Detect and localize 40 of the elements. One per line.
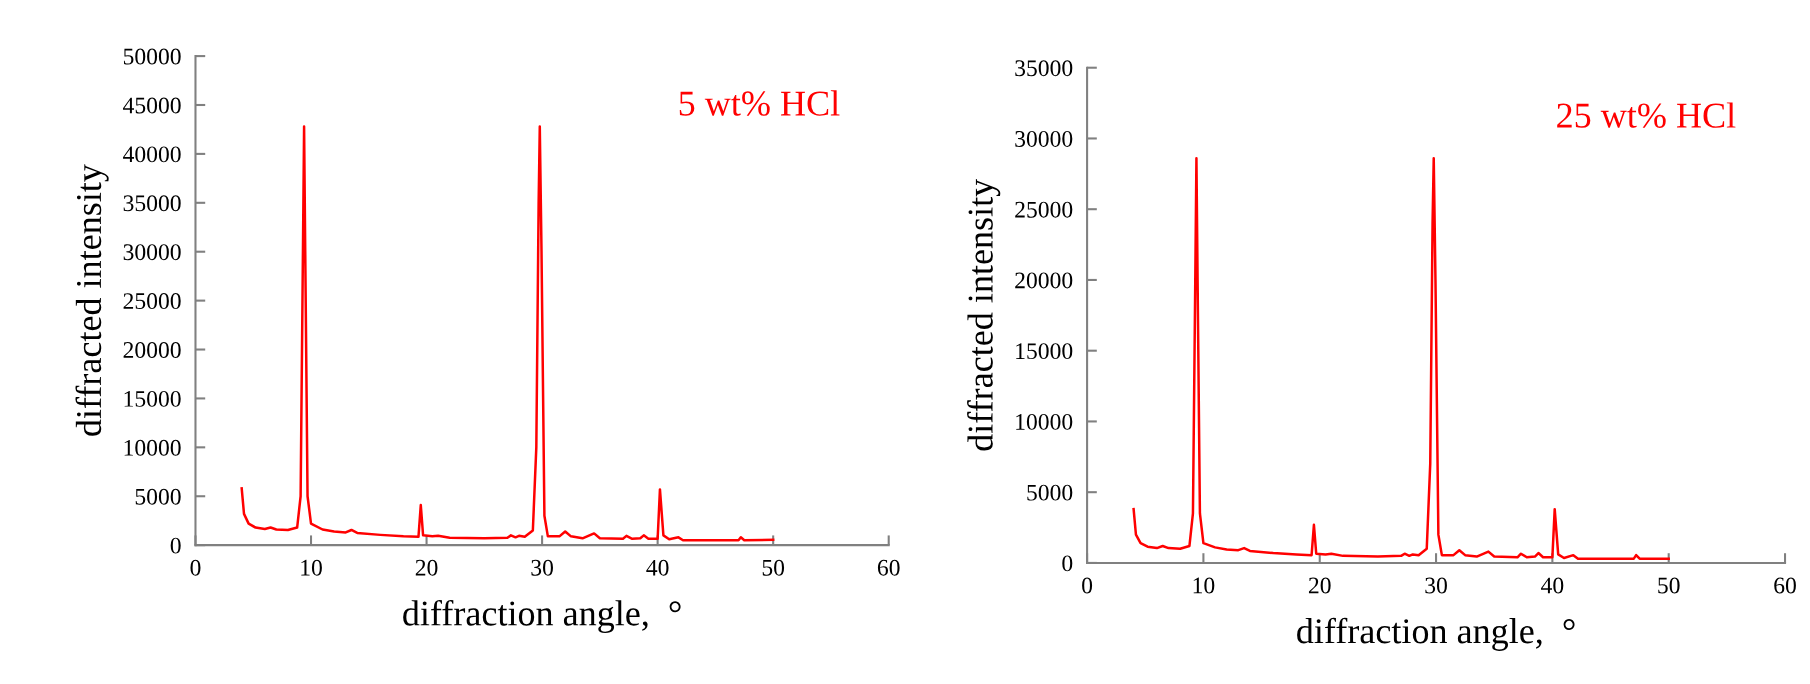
y-tick-label: 40000 bbox=[123, 146, 181, 163]
y-tick-label: 20000 bbox=[1015, 272, 1073, 289]
y-tick-label: 35000 bbox=[1015, 60, 1073, 77]
x-tick-label: 30 bbox=[531, 559, 553, 576]
x-tick-label: 50 bbox=[762, 559, 785, 576]
x-tick-label: 60 bbox=[877, 559, 900, 576]
annotation: 5 wt% HCl bbox=[679, 90, 840, 116]
y-axis-title: diffracted intensity bbox=[75, 164, 109, 436]
y-tick-label: 30000 bbox=[1015, 130, 1073, 147]
x-tick-label: 0 bbox=[1082, 577, 1093, 594]
x-axis-title: diffraction angle, ° bbox=[1297, 617, 1575, 651]
x-axis-title: diffraction angle, ° bbox=[403, 599, 681, 634]
line-series bbox=[240, 125, 775, 542]
y-axis-title: diffracted intensity bbox=[967, 178, 1001, 451]
y-tick-label: 30000 bbox=[123, 244, 181, 261]
y-tick-label: 5000 bbox=[135, 488, 181, 505]
y-tick-label: 10000 bbox=[1016, 413, 1073, 430]
x-tick-label: 20 bbox=[415, 559, 438, 576]
line-series bbox=[1132, 157, 1670, 560]
x-tick-label: 20 bbox=[1308, 577, 1331, 594]
x-tick-label: 40 bbox=[646, 559, 669, 576]
y-tick-label: 25000 bbox=[123, 293, 181, 310]
y-tick-label: 15000 bbox=[124, 390, 181, 407]
y-tick-label: 20000 bbox=[123, 342, 181, 358]
y-tick-label: 35000 bbox=[123, 195, 181, 212]
x-tick-label: 50 bbox=[1658, 577, 1680, 594]
x-tick-label: 40 bbox=[1541, 577, 1564, 594]
y-tick-label: 15000 bbox=[1016, 343, 1073, 360]
y-tick-label: 50000 bbox=[123, 48, 181, 65]
annotation: 25 wt% HCl bbox=[1557, 102, 1736, 128]
x-tick-label: 0 bbox=[190, 559, 201, 576]
y-tick-label: 45000 bbox=[123, 97, 181, 114]
y-tick-label: 10000 bbox=[124, 439, 181, 456]
x-tick-label: 10 bbox=[301, 559, 322, 576]
y-tick-label: 0 bbox=[170, 537, 181, 554]
y-tick-label: 5000 bbox=[1027, 484, 1073, 501]
x-tick-label: 60 bbox=[1774, 577, 1796, 594]
x-tick-label: 10 bbox=[1193, 577, 1215, 594]
y-tick-label: 25000 bbox=[1015, 201, 1073, 218]
x-tick-label: 30 bbox=[1425, 577, 1447, 594]
